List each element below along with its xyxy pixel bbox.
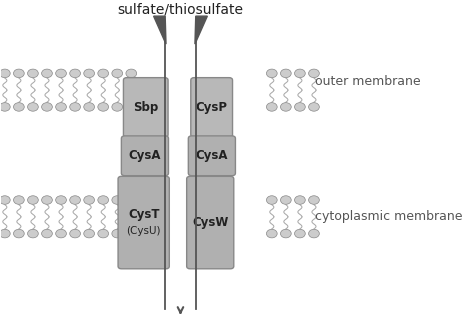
Circle shape bbox=[294, 103, 305, 111]
Circle shape bbox=[266, 229, 277, 238]
Circle shape bbox=[266, 103, 277, 111]
Circle shape bbox=[0, 229, 10, 238]
Circle shape bbox=[98, 196, 109, 204]
Text: CysW: CysW bbox=[192, 216, 228, 229]
Polygon shape bbox=[154, 16, 166, 44]
Circle shape bbox=[27, 229, 38, 238]
Circle shape bbox=[309, 103, 319, 111]
Circle shape bbox=[13, 229, 24, 238]
Circle shape bbox=[98, 69, 109, 78]
Circle shape bbox=[42, 229, 52, 238]
Circle shape bbox=[42, 103, 52, 111]
Circle shape bbox=[98, 229, 109, 238]
Circle shape bbox=[70, 229, 81, 238]
Circle shape bbox=[84, 229, 94, 238]
Circle shape bbox=[27, 196, 38, 204]
Circle shape bbox=[70, 196, 81, 204]
Circle shape bbox=[309, 69, 319, 78]
Circle shape bbox=[281, 103, 291, 111]
Circle shape bbox=[281, 196, 291, 204]
Circle shape bbox=[0, 103, 10, 111]
Circle shape bbox=[112, 69, 123, 78]
Circle shape bbox=[266, 196, 277, 204]
Text: CysA: CysA bbox=[196, 149, 228, 162]
Circle shape bbox=[13, 103, 24, 111]
Text: (CysU): (CysU) bbox=[127, 226, 161, 236]
Text: outer membrane: outer membrane bbox=[315, 75, 420, 88]
Circle shape bbox=[294, 229, 305, 238]
Circle shape bbox=[281, 69, 291, 78]
Circle shape bbox=[112, 103, 123, 111]
Text: CysP: CysP bbox=[196, 101, 228, 114]
FancyBboxPatch shape bbox=[121, 136, 168, 176]
Circle shape bbox=[84, 103, 94, 111]
Circle shape bbox=[13, 69, 24, 78]
Circle shape bbox=[294, 196, 305, 204]
Circle shape bbox=[309, 196, 319, 204]
Circle shape bbox=[13, 196, 24, 204]
Circle shape bbox=[84, 69, 94, 78]
Circle shape bbox=[55, 103, 66, 111]
Text: Sbp: Sbp bbox=[133, 101, 158, 114]
Circle shape bbox=[266, 69, 277, 78]
Circle shape bbox=[84, 196, 94, 204]
Circle shape bbox=[55, 196, 66, 204]
Text: CysT: CysT bbox=[128, 208, 159, 221]
Circle shape bbox=[42, 69, 52, 78]
Circle shape bbox=[112, 196, 123, 204]
Circle shape bbox=[126, 103, 137, 111]
Circle shape bbox=[112, 229, 123, 238]
Circle shape bbox=[98, 103, 109, 111]
Text: CysA: CysA bbox=[128, 149, 161, 162]
FancyBboxPatch shape bbox=[191, 78, 233, 137]
Circle shape bbox=[0, 69, 10, 78]
FancyBboxPatch shape bbox=[187, 176, 234, 269]
FancyBboxPatch shape bbox=[118, 176, 169, 269]
FancyBboxPatch shape bbox=[123, 78, 168, 137]
Circle shape bbox=[42, 196, 52, 204]
Circle shape bbox=[126, 69, 137, 78]
FancyBboxPatch shape bbox=[188, 136, 236, 176]
Circle shape bbox=[27, 103, 38, 111]
Text: sulfate/thiosulfate: sulfate/thiosulfate bbox=[118, 3, 244, 17]
Circle shape bbox=[70, 69, 81, 78]
Circle shape bbox=[55, 69, 66, 78]
Circle shape bbox=[70, 103, 81, 111]
Circle shape bbox=[0, 196, 10, 204]
Circle shape bbox=[294, 69, 305, 78]
Polygon shape bbox=[195, 16, 207, 44]
Circle shape bbox=[281, 229, 291, 238]
Text: cytoplasmic membrane: cytoplasmic membrane bbox=[315, 210, 462, 223]
Circle shape bbox=[27, 69, 38, 78]
Circle shape bbox=[309, 229, 319, 238]
Circle shape bbox=[55, 229, 66, 238]
